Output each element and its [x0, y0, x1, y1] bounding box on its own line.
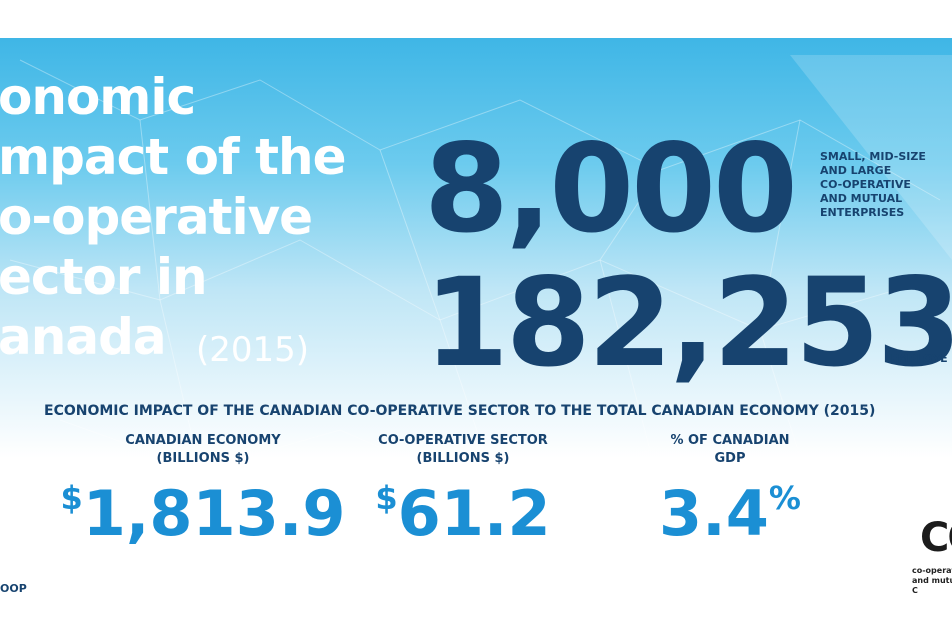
title-line: anada [0, 308, 167, 366]
logo-line: C [912, 586, 918, 595]
title-line: mpact of the [0, 128, 346, 186]
stat-value: $61.2 [313, 482, 613, 545]
label-line: ENTERPRISES [820, 206, 905, 219]
label-line: (BILLIONS $) [156, 451, 250, 466]
title-line: o-operative [0, 188, 313, 246]
label-line: SMALL, MID-SIZE [820, 150, 926, 163]
background [0, 38, 952, 458]
logo: CO [920, 515, 952, 561]
stat-number: 3.4 [659, 477, 769, 550]
footer-left: OOP [0, 582, 27, 595]
column-label: % OF CANADIAN GDP [600, 432, 860, 468]
year: (2015) [196, 330, 310, 370]
stat-number: 1,813.9 [82, 477, 346, 550]
label-line: (BILLIONS $) [416, 451, 510, 466]
stat-prefix: $ [375, 479, 398, 517]
logo-line: co-operati [912, 566, 952, 575]
stat-value: $1,813.9 [53, 482, 353, 545]
impact-title: ECONOMIC IMPACT OF THE CANADIAN CO-OPERA… [44, 403, 876, 419]
logo-line: and mutual [912, 576, 952, 585]
label-line: EMPLOYE [890, 352, 948, 365]
stat-value: 3.4% [580, 482, 880, 545]
stat-number: 61.2 [397, 477, 551, 550]
title-line: onomic [0, 68, 196, 126]
highlight-number: 182,253 [424, 252, 952, 394]
label-line: AND LARGE [820, 164, 892, 177]
label-line: % OF CANADIAN [670, 433, 790, 448]
title-line: ector in [0, 248, 208, 306]
stat-suffix: % [768, 479, 801, 517]
column-label: CANADIAN ECONOMY (BILLIONS $) [73, 432, 333, 468]
label-line: AND MUTUAL [820, 192, 903, 205]
label-line: CANADIAN ECONOMY [125, 433, 281, 448]
highlight-label: EMPLOYE [890, 352, 948, 366]
highlight-label: SMALL, MID-SIZE AND LARGE CO-OPERATIVE AND … [820, 150, 926, 220]
label-line: CO-OPERATIVE [820, 178, 911, 191]
label-line: CO-OPERATIVE SECTOR [378, 433, 548, 448]
stat-prefix: $ [60, 479, 83, 517]
label-line: GDP [714, 451, 746, 466]
logo-text: co-operatiand mutualC [912, 566, 952, 596]
column-label: CO-OPERATIVE SECTOR (BILLIONS $) [333, 432, 593, 468]
highlight-number: 8,000 [424, 118, 798, 260]
